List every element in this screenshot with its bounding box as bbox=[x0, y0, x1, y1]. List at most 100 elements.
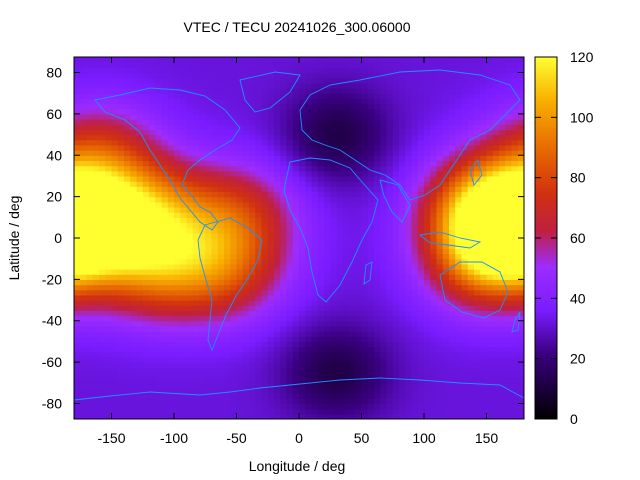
heatmap-cell bbox=[486, 351, 494, 358]
heatmap-cell bbox=[317, 377, 325, 384]
heatmap-cell bbox=[224, 175, 231, 182]
heatmap-cell bbox=[317, 57, 325, 63]
heatmap-cell bbox=[211, 124, 219, 130]
heatmap-cell bbox=[267, 284, 275, 291]
heatmap-cell bbox=[99, 258, 106, 265]
heatmap-cell bbox=[186, 72, 194, 79]
heatmap-cell bbox=[242, 238, 250, 244]
heatmap-cell bbox=[130, 150, 138, 156]
heatmap-cell bbox=[167, 382, 175, 389]
heatmap-cell bbox=[461, 336, 469, 343]
heatmap-cell bbox=[461, 77, 469, 84]
heatmap-cell bbox=[399, 82, 406, 89]
heatmap-cell bbox=[399, 67, 406, 74]
heatmap-cell bbox=[492, 393, 500, 399]
heatmap-cell bbox=[99, 150, 106, 156]
heatmap-cell bbox=[311, 124, 319, 130]
heatmap-cell bbox=[130, 232, 138, 239]
heatmap-cell bbox=[242, 139, 250, 146]
heatmap-cell bbox=[230, 88, 238, 94]
heatmap-cell bbox=[392, 294, 400, 301]
heatmap-cell bbox=[430, 269, 438, 275]
heatmap-cell bbox=[274, 77, 281, 84]
heatmap-cell bbox=[142, 393, 150, 399]
heatmap-cell bbox=[486, 367, 494, 374]
heatmap-cell bbox=[292, 253, 300, 260]
heatmap-cell bbox=[492, 346, 500, 353]
heatmap-cell bbox=[86, 387, 94, 394]
heatmap-cell bbox=[511, 269, 519, 275]
heatmap-cell bbox=[161, 351, 169, 358]
heatmap-cell bbox=[255, 294, 263, 301]
heatmap-cell bbox=[361, 144, 369, 151]
heatmap-cell bbox=[467, 150, 475, 156]
heatmap-cell bbox=[424, 57, 431, 63]
heatmap-cell bbox=[411, 150, 419, 156]
heatmap-cell bbox=[236, 362, 244, 368]
heatmap-cell bbox=[499, 196, 506, 203]
heatmap-cell bbox=[192, 372, 200, 379]
heatmap-cell bbox=[505, 310, 513, 317]
heatmap-cell bbox=[355, 144, 363, 151]
heatmap-cell bbox=[292, 67, 300, 74]
heatmap-cell bbox=[399, 129, 406, 136]
heatmap-cell bbox=[392, 82, 400, 89]
heatmap-cell bbox=[367, 356, 375, 363]
heatmap-cell bbox=[136, 284, 144, 291]
heatmap-cell bbox=[486, 186, 494, 193]
heatmap-cell bbox=[405, 377, 413, 384]
heatmap-cell bbox=[217, 62, 225, 68]
heatmap-cell bbox=[330, 320, 338, 327]
heatmap-cell bbox=[124, 341, 131, 348]
heatmap-cell bbox=[405, 269, 413, 275]
heatmap-cell bbox=[436, 57, 444, 63]
heatmap-cell bbox=[386, 139, 394, 146]
heatmap-cell bbox=[117, 263, 125, 270]
heatmap-cell bbox=[180, 346, 188, 353]
heatmap-cell bbox=[330, 346, 338, 353]
heatmap-cell bbox=[142, 212, 150, 218]
heatmap-cell bbox=[324, 160, 331, 167]
heatmap-cell bbox=[274, 362, 281, 368]
heatmap-cell bbox=[330, 175, 338, 182]
heatmap-cell bbox=[236, 258, 244, 265]
heatmap-cell bbox=[417, 113, 425, 120]
heatmap-cell bbox=[330, 351, 338, 358]
heatmap-cell bbox=[380, 103, 388, 110]
heatmap-cell bbox=[217, 155, 225, 162]
heatmap-cell bbox=[161, 336, 169, 343]
heatmap-cell bbox=[149, 372, 156, 379]
heatmap-cell bbox=[374, 398, 381, 405]
heatmap-cell bbox=[349, 165, 356, 172]
heatmap-cell bbox=[311, 134, 319, 141]
heatmap-cell bbox=[361, 186, 369, 193]
heatmap-cell bbox=[292, 170, 300, 177]
heatmap-cell bbox=[467, 274, 475, 280]
heatmap-cell bbox=[361, 217, 369, 224]
heatmap-cell bbox=[486, 315, 494, 322]
heatmap-cell bbox=[99, 113, 106, 120]
heatmap-cell bbox=[261, 263, 269, 270]
heatmap-cell bbox=[105, 362, 113, 368]
heatmap-cell bbox=[130, 217, 138, 224]
heatmap-cell bbox=[511, 165, 519, 172]
heatmap-cell bbox=[399, 310, 406, 317]
heatmap-cell bbox=[280, 98, 288, 105]
heatmap-cell bbox=[280, 119, 288, 125]
heatmap-cell bbox=[430, 155, 438, 162]
heatmap-cell bbox=[299, 119, 306, 125]
heatmap-cell bbox=[355, 398, 363, 405]
heatmap-cell bbox=[124, 346, 131, 353]
heatmap-cell bbox=[455, 325, 463, 332]
heatmap-cell bbox=[461, 284, 469, 291]
heatmap-cell bbox=[424, 362, 431, 368]
heatmap-cell bbox=[474, 217, 481, 224]
heatmap-cell bbox=[392, 124, 400, 130]
heatmap-cell bbox=[374, 88, 381, 94]
heatmap-cell bbox=[299, 284, 306, 291]
heatmap-cell bbox=[480, 134, 488, 141]
heatmap-cell bbox=[167, 139, 175, 146]
heatmap-cell bbox=[299, 196, 306, 203]
heatmap-cell bbox=[467, 305, 475, 311]
heatmap-cell bbox=[117, 227, 125, 234]
